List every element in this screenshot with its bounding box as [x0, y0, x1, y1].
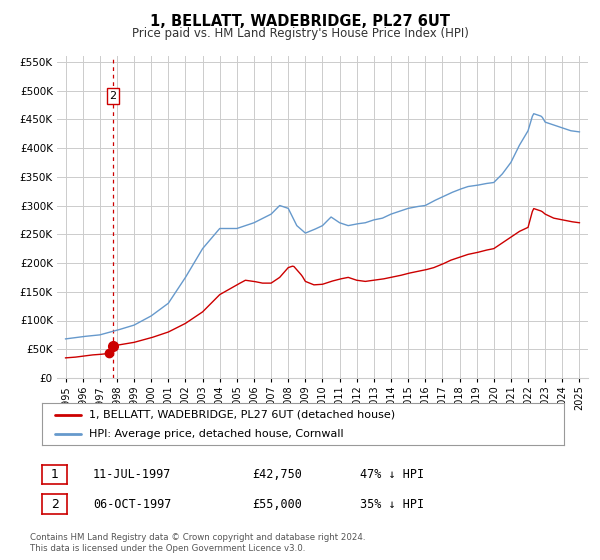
- Text: 11-JUL-1997: 11-JUL-1997: [93, 468, 172, 481]
- Text: 06-OCT-1997: 06-OCT-1997: [93, 497, 172, 511]
- Text: Contains HM Land Registry data © Crown copyright and database right 2024.: Contains HM Land Registry data © Crown c…: [30, 533, 365, 542]
- Text: 1, BELLATT, WADEBRIDGE, PL27 6UT: 1, BELLATT, WADEBRIDGE, PL27 6UT: [150, 14, 450, 29]
- Text: 1: 1: [50, 468, 59, 481]
- Text: HPI: Average price, detached house, Cornwall: HPI: Average price, detached house, Corn…: [89, 429, 344, 439]
- Text: 1, BELLATT, WADEBRIDGE, PL27 6UT (detached house): 1, BELLATT, WADEBRIDGE, PL27 6UT (detach…: [89, 409, 395, 419]
- Text: 47% ↓ HPI: 47% ↓ HPI: [360, 468, 424, 481]
- Text: £42,750: £42,750: [252, 468, 302, 481]
- Text: Price paid vs. HM Land Registry's House Price Index (HPI): Price paid vs. HM Land Registry's House …: [131, 27, 469, 40]
- Text: 2: 2: [109, 91, 116, 101]
- Text: This data is licensed under the Open Government Licence v3.0.: This data is licensed under the Open Gov…: [30, 544, 305, 553]
- Text: 2: 2: [50, 497, 59, 511]
- Text: 35% ↓ HPI: 35% ↓ HPI: [360, 497, 424, 511]
- Text: £55,000: £55,000: [252, 497, 302, 511]
